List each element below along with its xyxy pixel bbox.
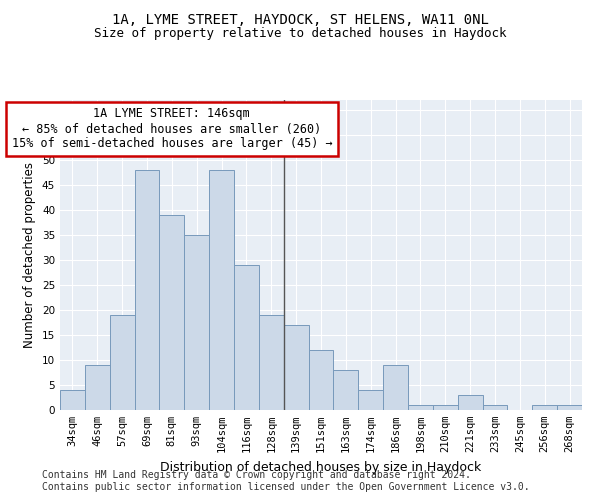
Bar [532,405,557,410]
Bar [433,405,458,410]
X-axis label: Distribution of detached houses by size in Haydock: Distribution of detached houses by size … [160,460,482,473]
Text: Contains HM Land Registry data © Crown copyright and database right 2024.: Contains HM Land Registry data © Crown c… [42,470,471,480]
Bar [134,170,160,410]
Text: Contains public sector information licensed under the Open Government Licence v3: Contains public sector information licen… [42,482,530,492]
Bar [85,365,110,410]
Bar [334,370,358,410]
Bar [259,315,284,410]
Bar [408,405,433,410]
Bar [234,265,259,410]
Text: Size of property relative to detached houses in Haydock: Size of property relative to detached ho… [94,28,506,40]
Y-axis label: Number of detached properties: Number of detached properties [23,162,37,348]
Bar [160,215,184,410]
Bar [358,390,383,410]
Bar [557,405,582,410]
Bar [209,170,234,410]
Bar [184,235,209,410]
Text: 1A, LYME STREET, HAYDOCK, ST HELENS, WA11 0NL: 1A, LYME STREET, HAYDOCK, ST HELENS, WA1… [112,12,488,26]
Bar [284,325,308,410]
Bar [308,350,334,410]
Bar [383,365,408,410]
Bar [458,395,482,410]
Bar [60,390,85,410]
Bar [110,315,134,410]
Text: 1A LYME STREET: 146sqm
← 85% of detached houses are smaller (260)
15% of semi-de: 1A LYME STREET: 146sqm ← 85% of detached… [11,108,332,150]
Bar [482,405,508,410]
